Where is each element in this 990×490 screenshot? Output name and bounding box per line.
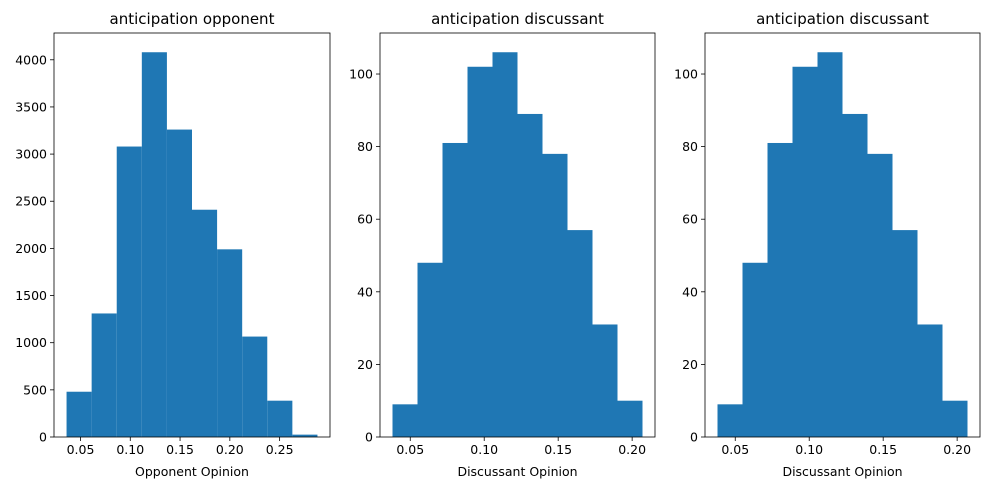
y-tick-label: 1000 (15, 335, 47, 350)
histogram-bar (141, 52, 167, 438)
y-tick-label: 20 (357, 357, 373, 372)
y-tick-label: 0 (365, 430, 373, 445)
histogram-bar (116, 146, 142, 438)
y-tick-label: 60 (357, 212, 373, 227)
histogram-bar (242, 336, 268, 437)
histogram-bar (267, 400, 293, 437)
x-tick-label: 0.05 (67, 442, 95, 457)
histogram-bar (467, 66, 493, 437)
histogram-bar (91, 313, 117, 437)
histogram-bar (742, 262, 768, 437)
histogram-bar (517, 113, 543, 437)
histogram-bar (917, 324, 943, 437)
histogram-bar (292, 434, 318, 437)
y-tick-label: 500 (23, 382, 47, 397)
histogram-bar (66, 391, 92, 437)
y-tick-label: 4000 (15, 52, 47, 67)
y-tick-label: 0 (39, 430, 47, 445)
histogram-panel-3: 0.05 0.10 0.15 0.20 0 20 40 60 80 100 anticipation… (674, 10, 981, 479)
histogram-bar (567, 230, 593, 437)
histogram-bar (492, 52, 518, 438)
x-tick-label: 0.10 (116, 442, 144, 457)
chart-title: anticipation opponent (110, 10, 275, 28)
x-axis-label: Discussant Opinion (782, 464, 902, 479)
axes-frame (704, 32, 981, 438)
y-tick-label: 40 (682, 284, 698, 299)
x-tick-label: 0.25 (266, 442, 294, 457)
histogram-bar (767, 142, 793, 438)
histogram-panel-2: 0.05 0.10 0.15 0.20 0 20 40 60 80 100 anticipation… (349, 10, 656, 479)
x-axis-label: Opponent Opinion (135, 464, 249, 479)
y-tick-label: 1500 (15, 288, 47, 303)
axes-frame (53, 32, 331, 438)
x-tick-label: 0.20 (618, 442, 646, 457)
y-tick-label: 100 (349, 67, 373, 82)
x-tick-label: 0.15 (544, 442, 572, 457)
histogram-bar (942, 400, 968, 437)
histogram-bar (617, 400, 643, 437)
histogram-bar (892, 230, 918, 437)
x-tick-label: 0.20 (216, 442, 244, 457)
y-tick-label: 0 (690, 430, 698, 445)
histogram-bar (417, 262, 443, 437)
histogram-bar (442, 142, 468, 438)
x-tick-label: 0.15 (166, 442, 194, 457)
y-tick-label: 80 (682, 139, 698, 154)
y-tick-label: 2000 (15, 241, 47, 256)
histogram-bar (842, 113, 868, 437)
histogram-bar (392, 404, 418, 437)
chart-title: anticipation discussant (756, 10, 929, 28)
x-axis-label: Discussant Opinion (457, 464, 577, 479)
histogram-bar (817, 52, 843, 438)
histogram-bar (792, 66, 818, 437)
histogram-bar (592, 324, 618, 437)
histogram-bar (166, 129, 192, 437)
x-tick-label: 0.20 (943, 442, 971, 457)
chart-title: anticipation discussant (431, 10, 604, 28)
x-tick-label: 0.05 (721, 442, 749, 457)
histogram-bar (217, 249, 243, 437)
y-tick-label: 2500 (15, 194, 47, 209)
histogram-bar (542, 153, 568, 437)
y-tick-label: 20 (682, 357, 698, 372)
histogram-bar (717, 404, 743, 437)
x-tick-label: 0.10 (470, 442, 498, 457)
y-tick-label: 3500 (15, 99, 47, 114)
y-tick-label: 100 (674, 67, 698, 82)
x-tick-label: 0.05 (396, 442, 424, 457)
histogram-panel-1: 0.05 0.10 0.15 0.20 0.25 0 500 1000 1500 2000 2500… (15, 10, 331, 479)
y-tick-label: 60 (682, 212, 698, 227)
x-tick-label: 0.15 (869, 442, 897, 457)
x-tick-label: 0.10 (795, 442, 823, 457)
y-tick-label: 40 (357, 284, 373, 299)
y-tick-label: 3000 (15, 147, 47, 162)
y-tick-label: 80 (357, 139, 373, 154)
histogram-bar (192, 209, 218, 437)
histogram-bar (867, 153, 893, 437)
axes-frame (379, 32, 656, 438)
